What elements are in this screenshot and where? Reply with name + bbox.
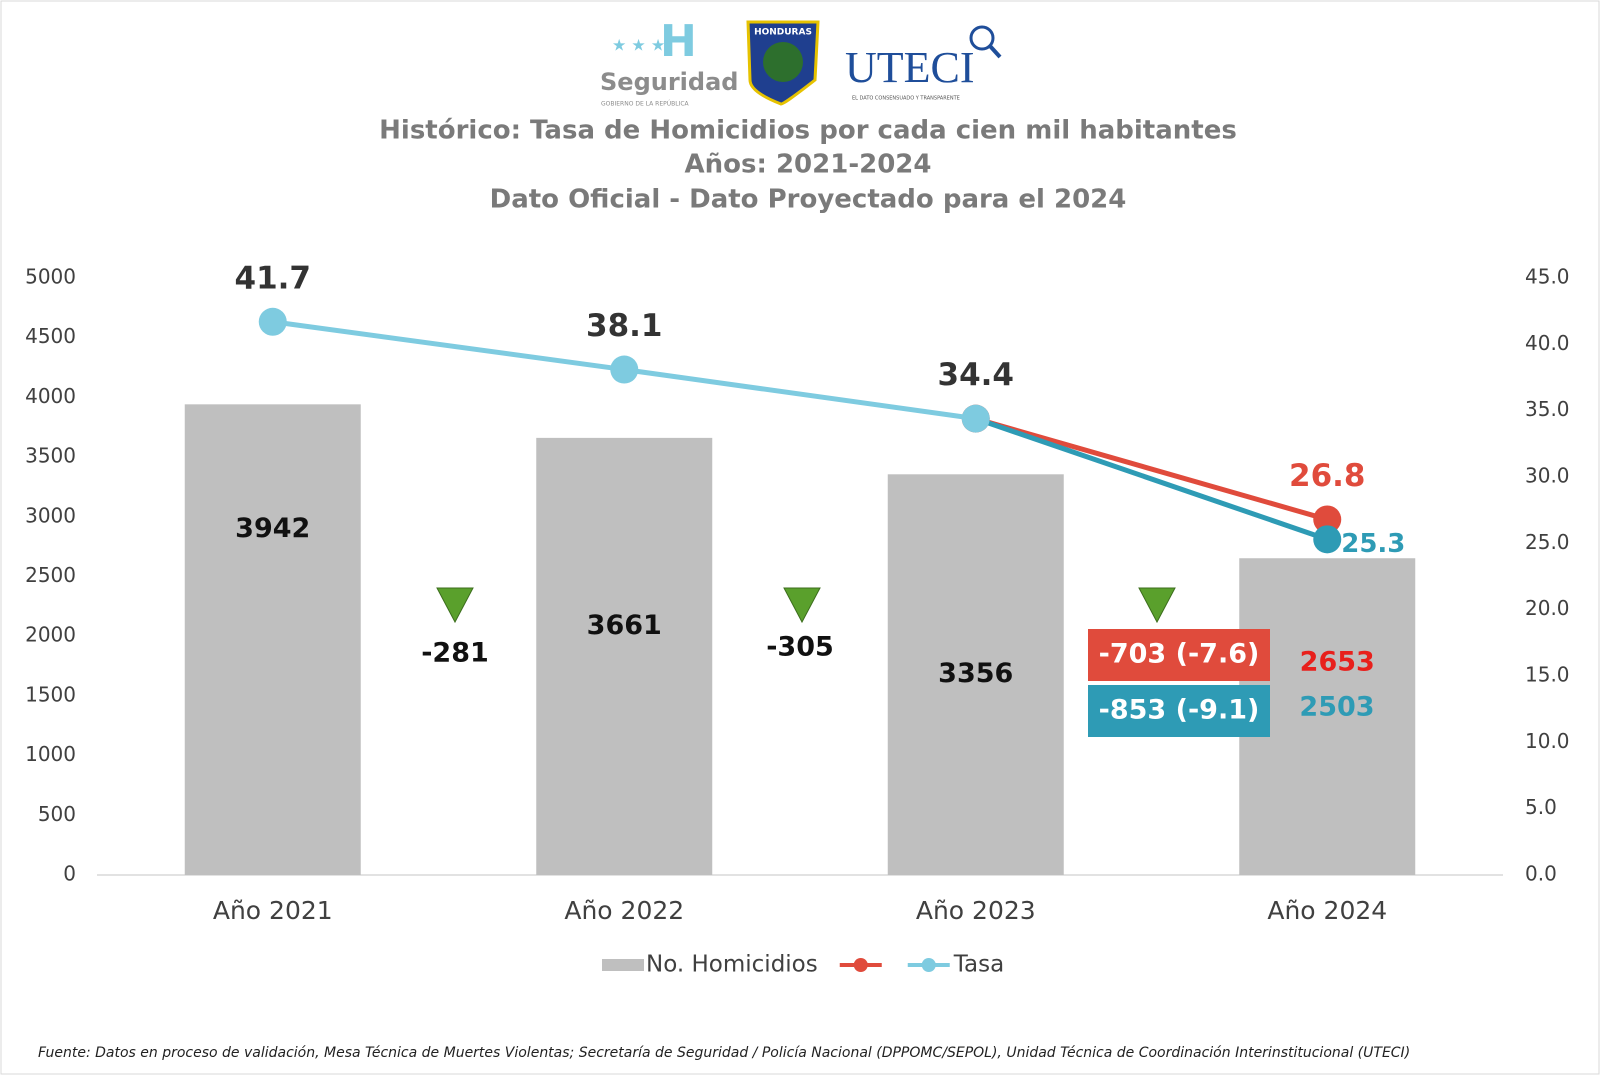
line-point: [1313, 505, 1342, 534]
chart-title: Años: 2021-2024: [685, 150, 932, 180]
annotation: -703 (-7.6): [1099, 639, 1260, 670]
y2-tick-label: 15.0: [1525, 663, 1570, 687]
bar-label: 2653: [1300, 647, 1375, 678]
bar: [887, 474, 1064, 875]
line-label: 34.4: [938, 357, 1015, 393]
line-segment: [623, 367, 977, 422]
line-label: 26.8: [1289, 458, 1366, 494]
shield-center: [763, 42, 803, 82]
annotation-box: [1088, 629, 1270, 681]
y2-tick-label: 25.0: [1525, 530, 1570, 554]
y2-tick-label: 30.0: [1525, 464, 1570, 488]
y2-tick-label: 0.0: [1525, 862, 1557, 886]
source-note: Fuente: Datos en proceso de validación, …: [38, 1045, 1410, 1061]
x-tick-label: Año 2023: [916, 896, 1036, 925]
y2-tick-label: 40.0: [1525, 331, 1570, 355]
legend-marker: [853, 958, 868, 972]
x-tick-label: Año 2021: [213, 896, 333, 925]
y-tick-label: 4000: [25, 384, 76, 408]
legend-label: No. Homicidios: [646, 952, 818, 978]
line-point: [961, 404, 990, 433]
magnifier-handle: [988, 44, 1002, 59]
legend-label: Tasa: [953, 952, 1004, 978]
bar: [184, 404, 361, 875]
chart-title: Histórico: Tasa de Homicidios por cada c…: [379, 116, 1237, 146]
down-triangle: [783, 587, 821, 624]
x-tick-label: Año 2022: [564, 896, 684, 925]
y-tick-label: 0: [63, 862, 76, 886]
y2-tick-label: 35.0: [1525, 397, 1570, 421]
annotation: -305: [766, 632, 834, 663]
line-label: 41.7: [235, 260, 312, 296]
uteci-subtext: EL DATO CONSENSUADO Y TRANSPARENTE: [852, 96, 960, 102]
legend-swatch: [602, 959, 644, 971]
y-tick-label: 1000: [25, 742, 76, 766]
logo-text: Seguridad: [600, 68, 738, 96]
y2-tick-label: 5.0: [1525, 795, 1557, 819]
logo-h: H: [660, 16, 697, 67]
y2-tick-label: 20.0: [1525, 596, 1570, 620]
bar: [536, 437, 713, 875]
y-tick-label: 3500: [25, 444, 76, 468]
down-triangle: [1138, 587, 1176, 624]
magnifier: [969, 25, 995, 51]
y-tick-label: 2500: [25, 563, 76, 587]
y-tick-label: 500: [38, 802, 76, 826]
shield-text: HONDURAS: [754, 28, 812, 38]
line-label: 25.3: [1341, 529, 1405, 559]
line-label: 38.1: [586, 308, 663, 344]
bar-label: 3356: [938, 658, 1013, 689]
logo-policia: HONDURAS: [746, 20, 820, 106]
line-point: [258, 307, 287, 336]
y-tick-label: 5000: [25, 265, 76, 289]
annotation: -281: [421, 638, 489, 669]
uteci-text: UTECI: [845, 43, 975, 92]
annotation: -853 (-9.1): [1099, 695, 1260, 726]
y-tick-label: 1500: [25, 682, 76, 706]
y-tick-label: 3000: [25, 503, 76, 527]
x-tick-label: Año 2024: [1267, 896, 1387, 925]
logo-seguridad: ★ ★ ★ H Seguridad GOBIERNO DE LA REPÚBLI…: [600, 16, 738, 108]
bar-label: 3942: [235, 513, 310, 544]
line-segment: [272, 319, 625, 373]
chart-title: Dato Oficial - Dato Proyectado para el 2…: [490, 185, 1127, 215]
down-triangle: [436, 587, 474, 624]
y2-tick-label: 10.0: [1525, 729, 1570, 753]
y2-tick-label: 45.0: [1525, 265, 1570, 289]
stars: ★ ★ ★: [612, 36, 665, 55]
logo-uteci: UTECI EL DATO CONSENSUADO Y TRANSPARENTE: [845, 25, 1002, 102]
annotation-box: [1088, 685, 1270, 737]
legend-marker: [921, 958, 936, 972]
logo-subtext: GOBIERNO DE LA REPÚBLICA: [601, 101, 690, 108]
line-segment: [974, 416, 1329, 542]
line-point: [1313, 525, 1342, 554]
line-segment: [975, 416, 1328, 522]
line-point: [610, 355, 639, 384]
y-tick-label: 4500: [25, 324, 76, 348]
bar-label: 3661: [587, 610, 662, 641]
y-tick-label: 2000: [25, 623, 76, 647]
annotation: 2503: [1299, 692, 1374, 723]
